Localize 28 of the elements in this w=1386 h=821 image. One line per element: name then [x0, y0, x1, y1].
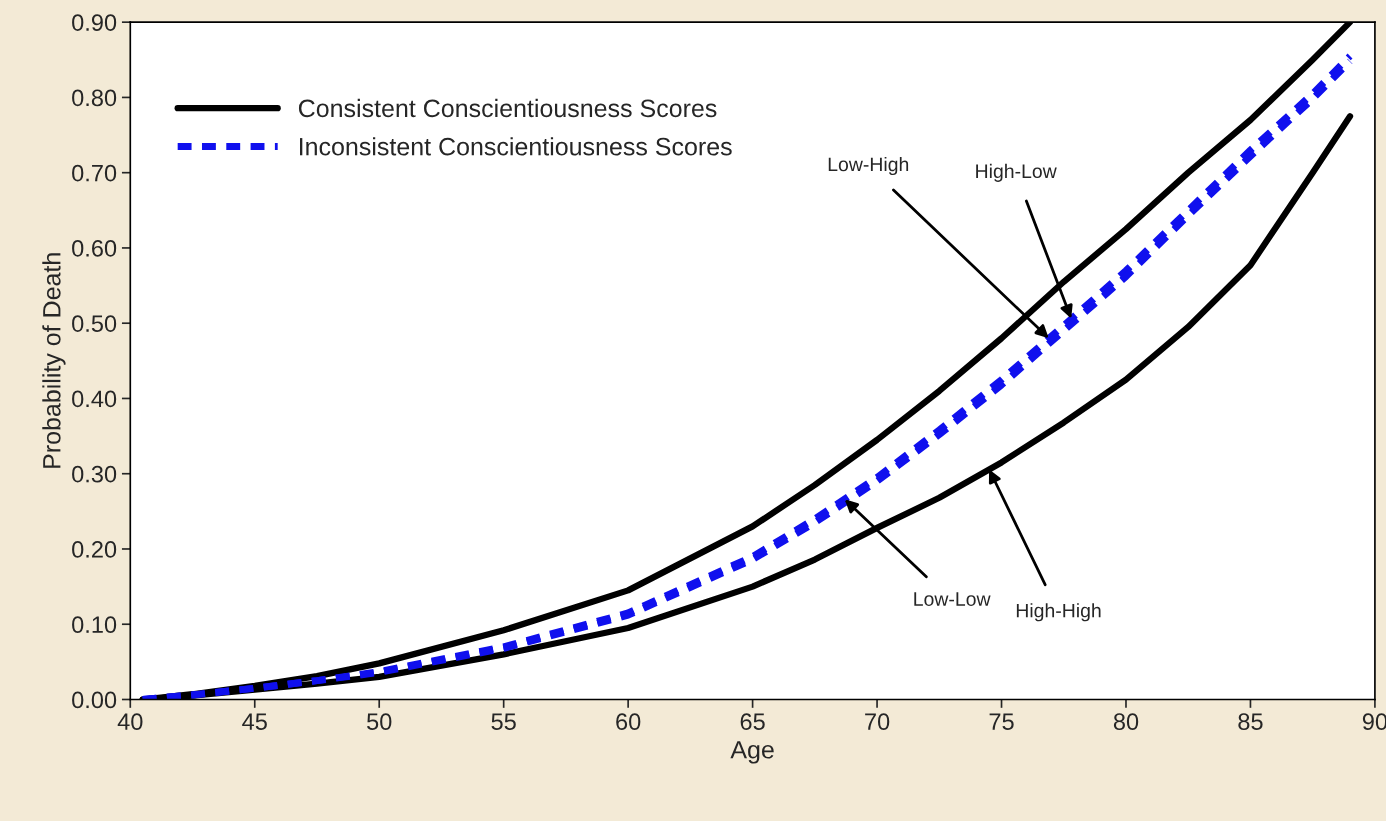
- y-tick-label: 0.30: [72, 465, 117, 483]
- legend-label: Consistent Conscientiousness Scores: [298, 98, 717, 118]
- x-tick-label: 75: [989, 713, 1014, 731]
- annotation: Low-High: [828, 156, 909, 176]
- y-tick-label: 0.50: [72, 315, 117, 332]
- y-tick-label: 0.10: [72, 616, 117, 634]
- annotation: High-Low: [976, 163, 1057, 182]
- legend-label: Inconsistent Conscientiousness Scores: [299, 137, 732, 156]
- x-tick-label: 70: [865, 713, 890, 731]
- y-tick-label: 0.00: [72, 691, 117, 709]
- x-tick-label: 65: [740, 713, 765, 731]
- x-tick-label: 50: [367, 713, 392, 731]
- y-tick-label: 0.90: [72, 14, 117, 31]
- annotation: Low-Low: [914, 592, 991, 606]
- annotation: High-High: [1016, 603, 1101, 622]
- x-tick-label: 55: [491, 713, 516, 731]
- x-tick-label: 60: [616, 713, 641, 731]
- y-axis-title: Probability of Death: [42, 253, 66, 468]
- y-tick-label: 0.60: [72, 240, 117, 257]
- x-tick-label: 45: [242, 713, 267, 731]
- x-axis-title: Age: [730, 741, 774, 764]
- x-tick-label: 40: [117, 713, 143, 731]
- x-tick-label: 85: [1238, 713, 1263, 731]
- y-tick-label: 0.40: [72, 390, 117, 408]
- x-tick-label: 80: [1113, 713, 1139, 731]
- y-tick-label: 0.70: [72, 164, 117, 182]
- y-tick-label: 0.20: [72, 541, 117, 558]
- y-tick-label: 0.80: [72, 89, 117, 107]
